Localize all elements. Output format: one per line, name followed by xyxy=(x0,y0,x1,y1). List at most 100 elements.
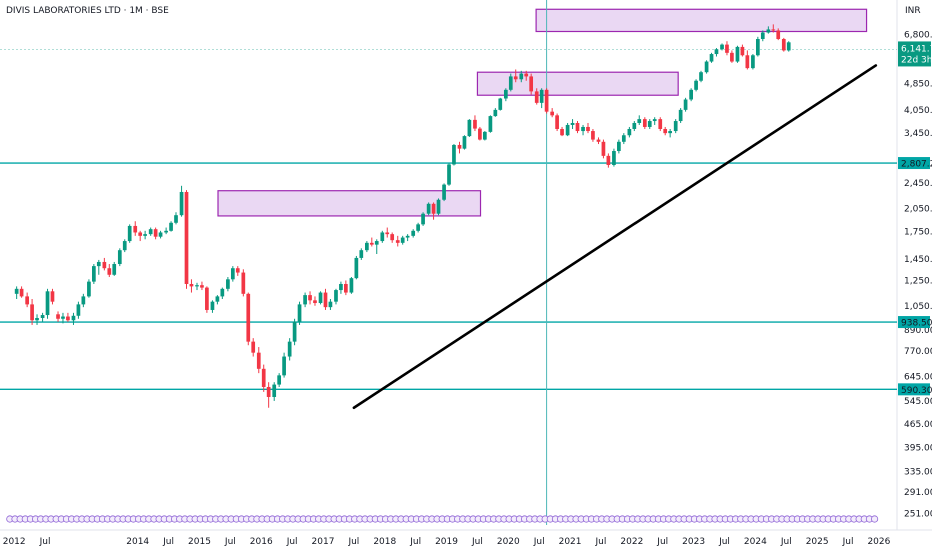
supply-zone-1[interactable] xyxy=(217,190,482,217)
candle-body xyxy=(452,144,456,165)
time-axis[interactable]: 2012 Jul 2014 Jul 2015 Jul 2016 Jul 2017 Jul 2018 J… xyxy=(3,537,891,547)
candle-body xyxy=(76,304,81,316)
candle-body xyxy=(380,232,385,242)
candle-body xyxy=(246,293,251,342)
time-tick-label: Jul xyxy=(162,537,174,547)
candle-body xyxy=(359,250,364,258)
candle xyxy=(467,119,472,137)
time-tick-label: Jul xyxy=(718,537,730,547)
candle-body xyxy=(205,287,209,310)
candle xyxy=(210,300,215,313)
candle xyxy=(436,198,441,216)
candle-body xyxy=(334,290,338,302)
candle-body xyxy=(735,46,740,62)
candle-body xyxy=(195,285,199,287)
candle-body xyxy=(442,184,446,200)
candle xyxy=(323,288,328,310)
candle-body xyxy=(740,46,745,56)
candle-body xyxy=(112,264,117,275)
candle xyxy=(30,299,34,325)
candle xyxy=(246,292,251,346)
candle xyxy=(297,301,302,325)
supply-zone-2[interactable] xyxy=(476,71,679,96)
time-tick-label: Jul xyxy=(39,537,51,547)
candle xyxy=(380,230,385,243)
candle xyxy=(689,88,693,102)
candle xyxy=(369,237,374,247)
candle-body xyxy=(570,122,575,125)
candle-body xyxy=(539,89,544,103)
candle xyxy=(668,128,672,138)
candle-body xyxy=(251,341,256,353)
candle-body xyxy=(730,52,734,62)
candle-body xyxy=(781,38,786,51)
candle-body xyxy=(184,191,189,284)
candle xyxy=(740,44,745,57)
candle xyxy=(673,119,678,134)
supply-zone-3[interactable] xyxy=(535,8,868,33)
time-tick-label: 2021 xyxy=(559,537,582,547)
candle-body xyxy=(66,316,70,321)
candle-body xyxy=(612,151,616,165)
candle-body xyxy=(56,314,60,319)
candle xyxy=(127,224,132,243)
candle xyxy=(102,257,107,271)
candle-body xyxy=(694,80,698,90)
candle xyxy=(117,248,122,267)
time-tick-label: 2018 xyxy=(373,537,396,547)
candle xyxy=(76,301,81,319)
time-tick-label: Jul xyxy=(471,537,483,547)
candle-body xyxy=(272,384,277,397)
time-tick-label: 2017 xyxy=(312,537,335,547)
candle-body xyxy=(766,29,771,33)
candle-body xyxy=(153,229,158,237)
candle xyxy=(709,52,714,63)
candle-body xyxy=(575,122,580,132)
price-axis[interactable]: 6,800.00 4,850.00 4,050.00 3,450.00 2,450.00… xyxy=(904,31,932,520)
time-tick-label: Jul xyxy=(347,537,359,547)
price-tick-label: 335.00 xyxy=(904,468,932,478)
candle xyxy=(632,121,637,132)
trendline[interactable] xyxy=(352,64,878,410)
candle xyxy=(365,241,369,253)
candle-body xyxy=(760,32,765,39)
level-price-badge xyxy=(898,157,930,170)
candle-body xyxy=(292,321,297,342)
candle xyxy=(235,266,240,276)
candle-body xyxy=(25,296,30,305)
candle-body xyxy=(725,44,729,53)
candle xyxy=(637,115,642,125)
candle xyxy=(601,139,606,159)
candle-body xyxy=(482,131,487,140)
candle xyxy=(272,382,277,401)
candle-body xyxy=(313,300,317,304)
candle-body xyxy=(447,164,451,185)
event-markers-row[interactable] xyxy=(6,515,879,523)
candle xyxy=(647,119,652,129)
candle xyxy=(663,126,668,136)
time-tick-label: 2015 xyxy=(188,537,211,547)
candle xyxy=(40,312,45,322)
candle xyxy=(277,373,282,387)
currency-label: INR xyxy=(905,6,921,16)
candle-body xyxy=(751,55,755,69)
candle-body xyxy=(581,126,585,132)
candle xyxy=(627,126,632,138)
candle-body xyxy=(755,38,760,56)
candle xyxy=(287,338,292,361)
time-tick-label: 2020 xyxy=(497,537,520,547)
event-marker[interactable] xyxy=(870,515,879,523)
candle-body xyxy=(287,341,292,357)
candle-body xyxy=(658,119,663,129)
candle-body xyxy=(318,292,323,304)
candle xyxy=(586,122,590,134)
candle-body xyxy=(230,268,235,280)
candle xyxy=(143,230,147,240)
candle xyxy=(411,229,416,238)
price-tick-label: 2,450.00 xyxy=(904,179,932,189)
time-tick-label: Jul xyxy=(286,537,298,547)
candle-body xyxy=(215,296,220,302)
candle xyxy=(621,133,626,145)
candle xyxy=(174,212,178,225)
